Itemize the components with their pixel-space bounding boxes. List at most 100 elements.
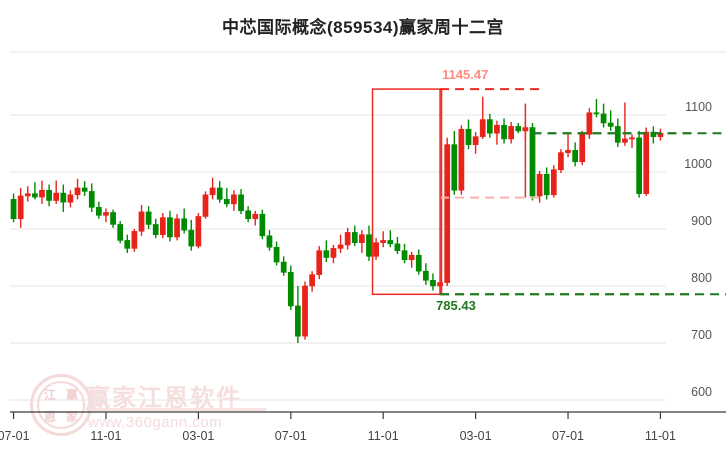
candle-body — [88, 191, 95, 208]
candle-body — [593, 112, 600, 115]
candle-body — [138, 211, 145, 232]
candle-body — [636, 137, 642, 194]
candle-body — [110, 212, 116, 225]
candle-body — [323, 250, 330, 258]
candle-body — [394, 243, 401, 251]
x-axis-label: 11-01 — [367, 429, 399, 443]
candle-body — [622, 138, 628, 143]
candle-body — [586, 112, 593, 135]
x-axis-label: 07-01 — [274, 429, 307, 443]
candle-body — [131, 230, 138, 249]
candle-body — [344, 232, 351, 246]
candle-body — [302, 285, 308, 337]
candle-body — [287, 272, 294, 307]
candle-body — [529, 127, 536, 197]
candle-body — [152, 224, 159, 236]
support-price-label: 785.43 — [436, 298, 476, 314]
candle-body — [643, 131, 650, 194]
candle-body — [486, 119, 493, 134]
candle-body — [231, 194, 237, 205]
candle-body — [600, 113, 607, 124]
page-title: 中芯国际概念(859534)赢家周十二宫 — [221, 18, 505, 37]
candle-body — [209, 187, 216, 196]
candle-body — [117, 224, 124, 241]
candle-body — [572, 150, 579, 163]
candle-body — [415, 254, 422, 272]
candle-body — [494, 124, 500, 134]
candle-body — [309, 274, 315, 287]
candle-body — [266, 235, 273, 248]
candle-body — [273, 246, 280, 263]
candle-body — [401, 250, 408, 261]
candle-body — [67, 194, 74, 203]
candle-body — [39, 189, 45, 198]
y-axis-label: 900 — [691, 214, 712, 228]
candle-body — [380, 240, 387, 243]
y-axis-label: 1100 — [685, 100, 712, 114]
candle-body — [159, 217, 166, 236]
candle-body — [145, 211, 152, 225]
y-axis-label: 800 — [691, 271, 712, 285]
candle-body — [451, 144, 458, 191]
candle-body — [245, 210, 252, 220]
candle-body — [351, 232, 358, 243]
candle-body — [472, 136, 479, 145]
y-axis-label: 1000 — [684, 157, 712, 171]
candle-body — [124, 240, 131, 249]
candle-body — [202, 194, 209, 217]
candle-body — [565, 150, 571, 153]
x-axis-label: 11-01 — [90, 429, 122, 443]
x-axis-label: 03-01 — [182, 429, 215, 443]
candle-body — [95, 207, 102, 216]
candle-body — [479, 119, 486, 137]
candle-body — [238, 194, 244, 212]
candle-body — [607, 122, 614, 127]
candle-body — [216, 187, 223, 200]
candle-body — [174, 218, 180, 238]
candle-body — [422, 270, 429, 281]
candle-body — [280, 261, 287, 273]
y-axis-label: 600 — [691, 385, 712, 399]
candle-body — [408, 254, 415, 261]
candle-body — [458, 128, 465, 191]
candle-body — [316, 250, 323, 275]
candle-body — [558, 152, 564, 171]
candle-body — [103, 212, 109, 216]
candle-body — [24, 193, 31, 197]
candle-body — [430, 279, 436, 287]
candle-body — [373, 242, 379, 257]
candle-body — [53, 192, 60, 201]
candle-body — [188, 229, 195, 247]
candle-body — [74, 187, 81, 196]
candle-body — [515, 126, 522, 132]
candle-body — [330, 248, 337, 258]
candle-body — [614, 126, 621, 143]
candle-body — [295, 305, 301, 337]
candle-body — [32, 193, 38, 198]
candle-body — [508, 126, 515, 140]
candle-body — [337, 244, 344, 249]
candle-body — [465, 128, 472, 145]
candle-body — [444, 144, 451, 283]
resistance-price-label: 1145.47 — [442, 67, 489, 83]
x-axis-label: 07-01 — [0, 429, 30, 443]
candle-body — [501, 124, 507, 140]
candle-body — [259, 213, 266, 237]
candle-body — [46, 189, 52, 201]
candle-body — [181, 218, 188, 231]
candle-body — [650, 131, 657, 137]
candle-body — [223, 199, 230, 205]
candle-body — [550, 169, 557, 196]
candle-body — [543, 173, 550, 196]
candle-body — [81, 187, 88, 192]
candle-body — [579, 134, 586, 163]
candle-body — [252, 213, 259, 220]
x-axis-label: 11-01 — [644, 429, 676, 443]
candle-body — [195, 216, 202, 247]
x-axis-label: 07-01 — [552, 429, 585, 443]
candle-body — [167, 217, 173, 238]
candle-body — [17, 195, 24, 220]
candle-body — [359, 234, 365, 243]
